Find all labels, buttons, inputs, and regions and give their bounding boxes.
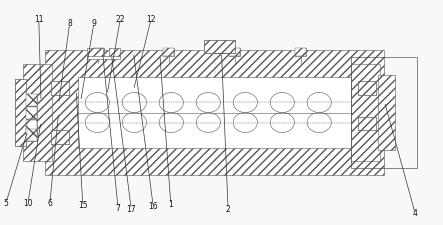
Text: 2: 2	[226, 205, 230, 214]
Text: 16: 16	[148, 202, 158, 211]
Ellipse shape	[85, 92, 109, 112]
Text: 22: 22	[116, 15, 125, 24]
Text: 6: 6	[47, 199, 52, 208]
Ellipse shape	[233, 112, 257, 133]
Bar	[93, 48, 104, 56]
Ellipse shape	[270, 92, 294, 112]
Ellipse shape	[85, 112, 109, 133]
Ellipse shape	[159, 92, 183, 112]
Bar	[358, 117, 376, 130]
Bar	[26, 107, 37, 119]
Text: 4: 4	[413, 209, 418, 218]
Bar	[51, 130, 69, 144]
Bar	[51, 81, 69, 95]
Text: 8: 8	[67, 19, 72, 28]
Text: 1: 1	[168, 200, 173, 209]
Ellipse shape	[122, 92, 147, 112]
Bar	[26, 120, 37, 133]
Bar	[26, 107, 37, 119]
Bar	[23, 64, 52, 161]
Ellipse shape	[233, 92, 257, 112]
Text: 10: 10	[23, 199, 33, 208]
Ellipse shape	[122, 112, 147, 133]
Bar	[26, 129, 37, 141]
Ellipse shape	[307, 92, 331, 112]
Bar	[229, 48, 240, 56]
Bar	[51, 81, 69, 95]
Bar	[358, 81, 376, 95]
Bar	[26, 129, 37, 141]
Text: 12: 12	[146, 15, 156, 24]
Text: 5: 5	[4, 199, 8, 208]
Bar	[87, 48, 103, 57]
Text: 15: 15	[78, 201, 88, 210]
Bar	[358, 117, 376, 130]
Bar	[46, 50, 385, 175]
Bar	[15, 79, 26, 146]
Bar	[163, 48, 174, 56]
Text: 11: 11	[34, 15, 43, 24]
Bar	[51, 130, 69, 144]
Ellipse shape	[270, 112, 294, 133]
Bar	[93, 48, 104, 56]
Bar	[78, 77, 351, 148]
Bar	[229, 48, 240, 56]
Bar	[15, 79, 26, 146]
Ellipse shape	[196, 92, 221, 112]
Bar	[26, 94, 37, 106]
Bar	[204, 40, 235, 52]
Bar	[351, 57, 417, 168]
Ellipse shape	[159, 112, 183, 133]
Bar	[26, 120, 37, 133]
Bar	[163, 48, 174, 56]
Bar	[295, 48, 306, 56]
Bar	[295, 48, 306, 56]
Bar	[351, 64, 380, 161]
Text: 17: 17	[126, 205, 136, 214]
Text: 9: 9	[91, 19, 96, 28]
Ellipse shape	[196, 112, 221, 133]
Text: 7: 7	[116, 204, 120, 213]
Bar	[204, 40, 235, 52]
Bar	[87, 56, 120, 59]
Bar	[358, 81, 376, 95]
Bar	[378, 75, 396, 150]
Bar	[26, 94, 37, 106]
Bar	[109, 48, 120, 57]
Ellipse shape	[307, 112, 331, 133]
